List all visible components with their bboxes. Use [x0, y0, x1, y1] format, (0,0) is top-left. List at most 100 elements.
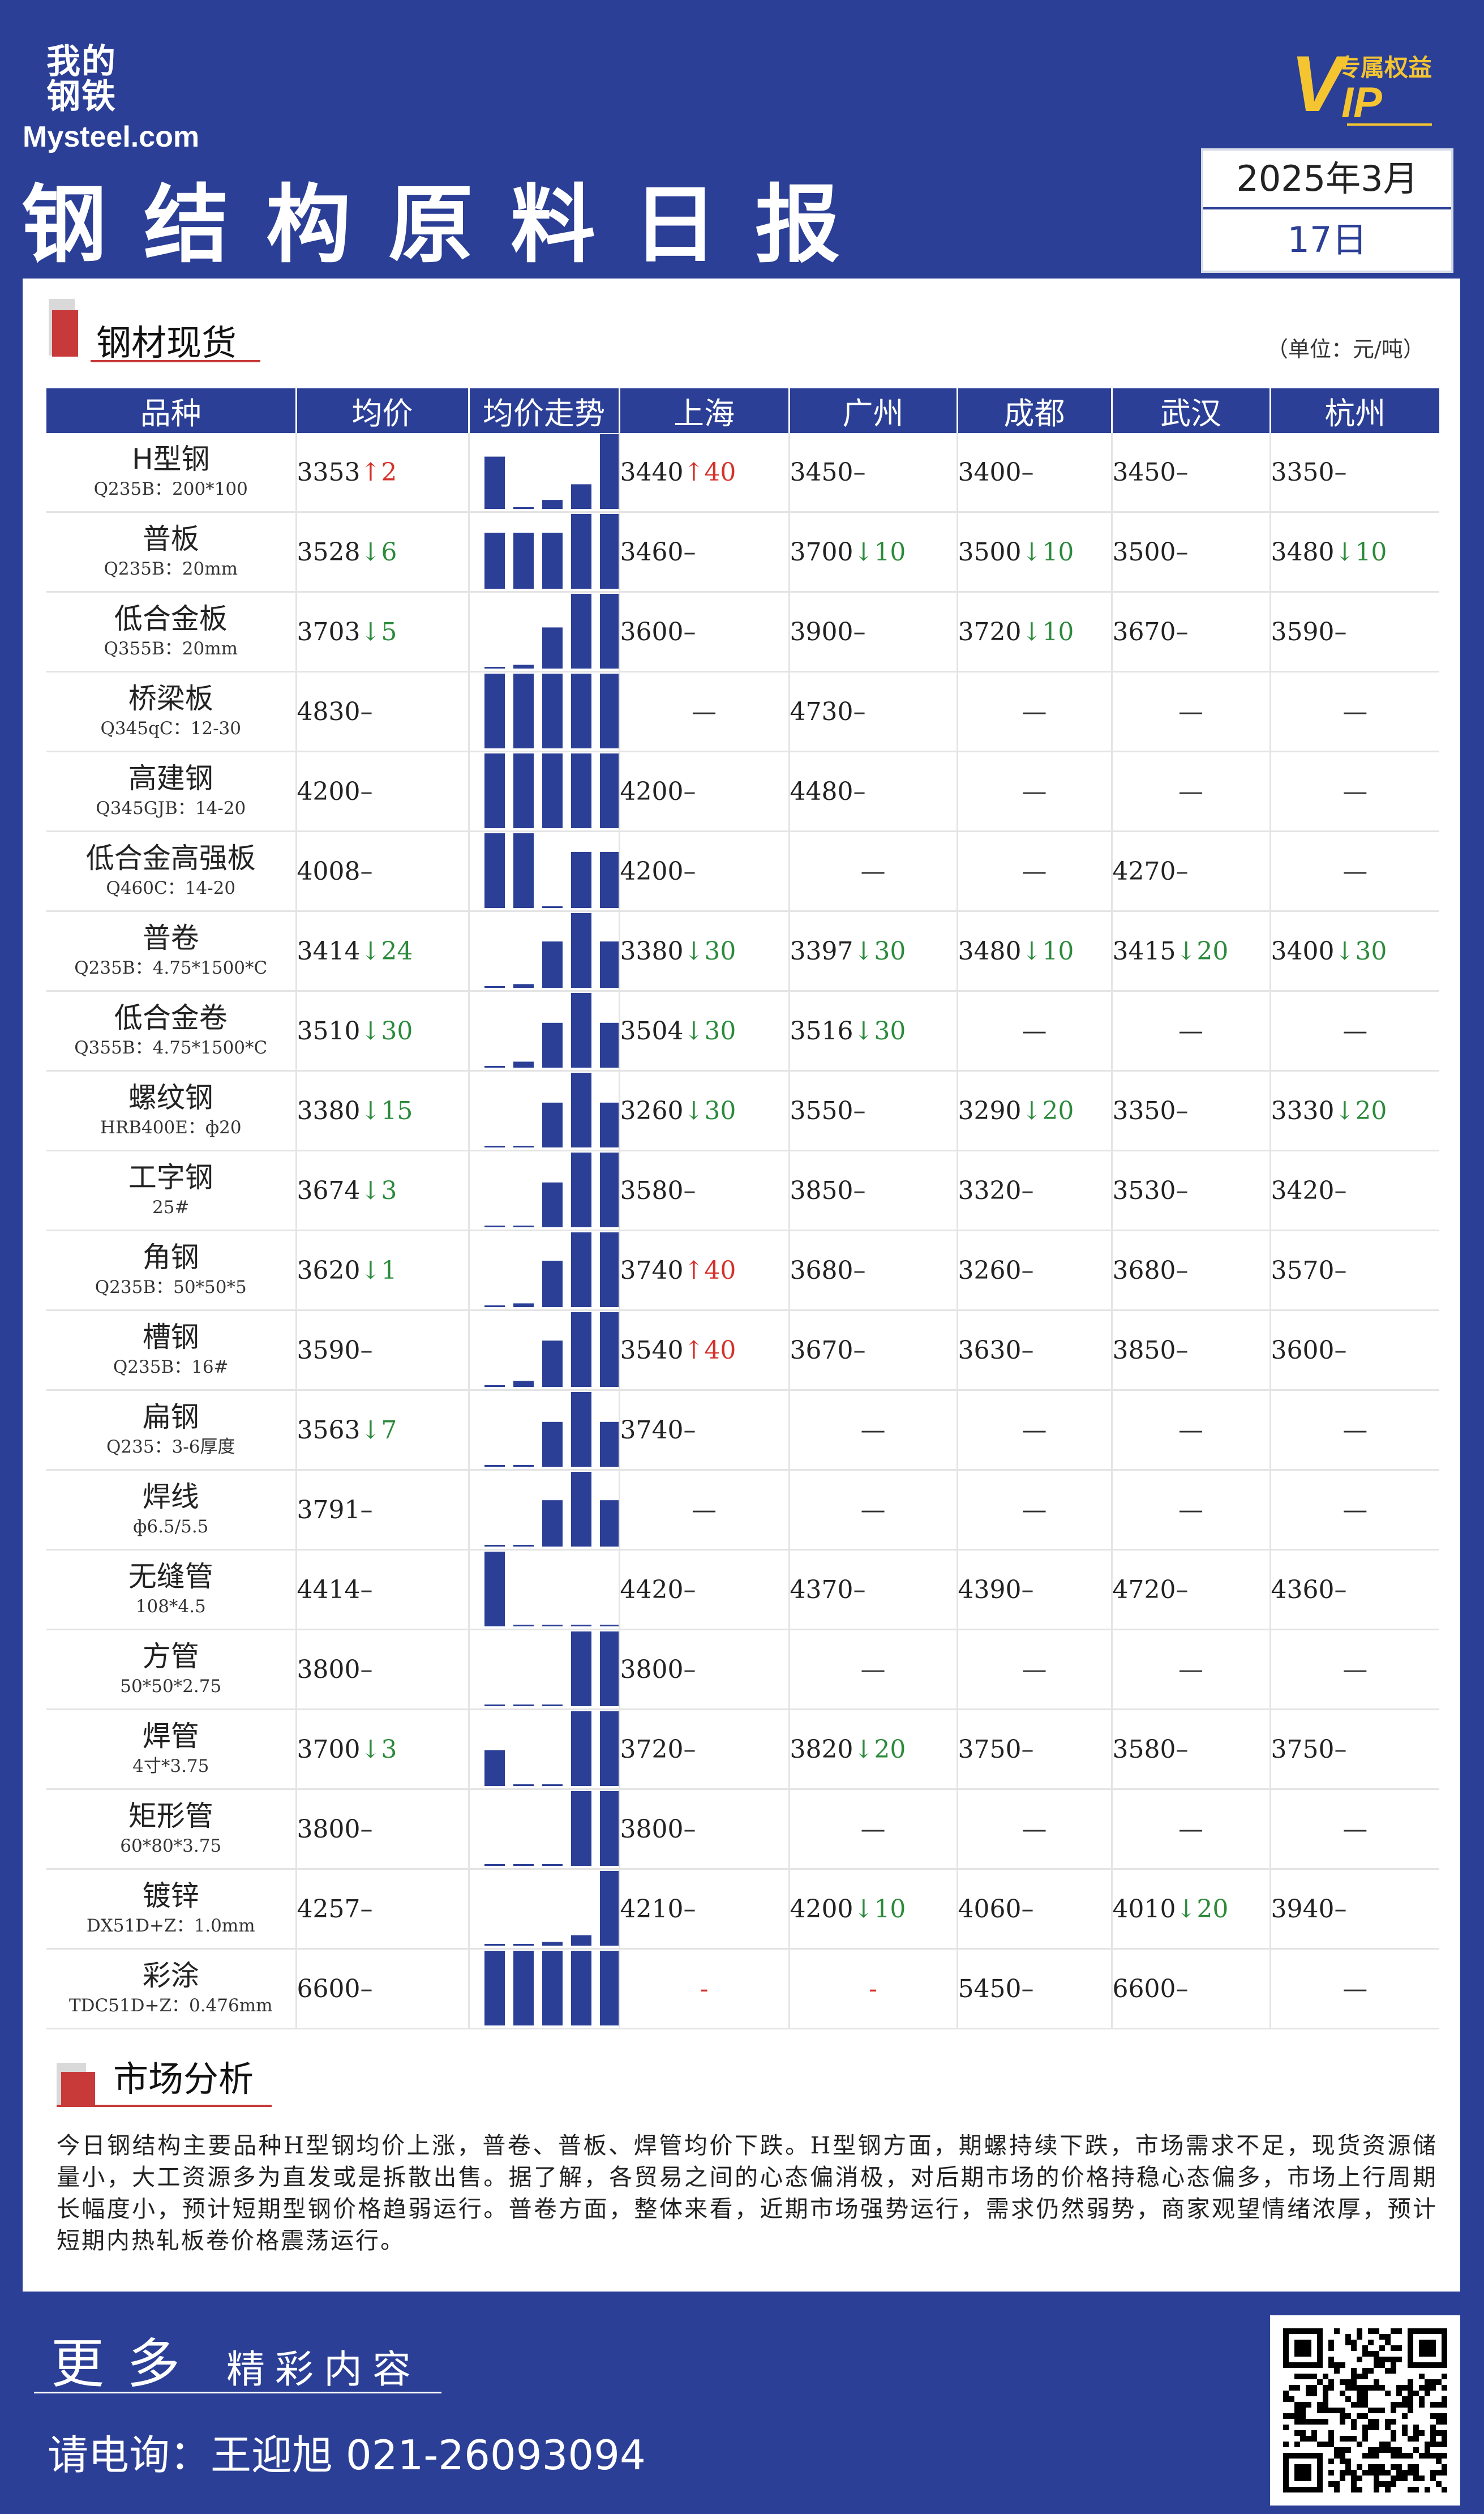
- price-value: 3400: [958, 457, 1022, 487]
- page-title: 钢结构原料日报: [22, 176, 878, 275]
- city-price-cell: 3680–: [1112, 1230, 1271, 1311]
- city-price-cell: 3850–: [1112, 1310, 1271, 1391]
- price-value: 3510: [297, 1016, 361, 1046]
- price-value: 6600: [297, 1974, 361, 2003]
- price-value: 4008: [297, 856, 361, 886]
- city-price-cell: 4200–: [619, 751, 790, 832]
- city-price-cell: —: [619, 671, 790, 752]
- product-spec: Q355B：4.75*1500*C: [74, 1038, 268, 1058]
- col-header: 品种: [46, 388, 297, 433]
- city-price-cell: 4720–: [1112, 1549, 1271, 1630]
- trend-bar: [599, 1421, 619, 1467]
- trend-bar: [484, 1305, 505, 1307]
- trend-chart: [484, 1232, 619, 1307]
- city-price-cell: —: [957, 751, 1113, 832]
- trend-bar: [484, 986, 505, 988]
- avg-price-cell: 3620↓1: [296, 1230, 470, 1311]
- price-value: 4060: [958, 1894, 1022, 1924]
- trend-bar: [599, 1951, 619, 2025]
- product-cell: 低合金高强板 Q460C：14-20: [46, 831, 297, 912]
- table-row: 焊线 ф6.5/5.5 3791– — — — — —: [46, 1470, 1439, 1551]
- avg-price-cell: 3700↓3: [296, 1709, 470, 1790]
- trend-bar: [484, 1465, 505, 1467]
- no-change-dash: –: [1176, 1974, 1189, 2003]
- arrow-down-icon: ↓: [853, 537, 874, 567]
- city-price-cell: 3700↓10: [789, 512, 958, 593]
- price-value: 3260: [958, 1256, 1022, 1285]
- city-price-cell: —: [1270, 831, 1439, 912]
- product-name: 焊管: [142, 1720, 199, 1753]
- no-change-dash: –: [1176, 1734, 1189, 1764]
- trend-chart: [484, 1871, 619, 1946]
- city-price-cell: 3750–: [1270, 1709, 1439, 1790]
- city-price-cell: 3850–: [789, 1150, 958, 1231]
- trend-bar: [599, 1500, 619, 1547]
- table-row: 普卷 Q235B：4.75*1500*C 3414↓24 3380↓30 3397↓30…: [46, 911, 1439, 992]
- price-value: 3414: [297, 936, 361, 966]
- trend-bar: [484, 1385, 505, 1387]
- trend-cell: [469, 1629, 620, 1710]
- city-price-cell: —: [957, 831, 1113, 912]
- city-price-cell: —: [1270, 1629, 1439, 1710]
- no-change-dash: –: [683, 537, 696, 567]
- table-row: 方管 50*50*2.75 3800– 3800– — — — —: [46, 1629, 1439, 1710]
- qr-code-icon[interactable]: [1270, 2315, 1460, 2506]
- city-price-cell: 3415↓20: [1112, 911, 1271, 992]
- city-price-cell: —: [789, 1470, 958, 1551]
- no-change-dash: –: [1334, 1335, 1347, 1365]
- no-change-dash: –: [683, 1814, 696, 1844]
- price-value: 3330: [1271, 1096, 1335, 1125]
- city-price-cell: 3750–: [957, 1709, 1113, 1790]
- trend-bar: [513, 1303, 534, 1307]
- city-price-cell: —: [1112, 1629, 1271, 1710]
- empty-dash: —: [1343, 1655, 1368, 1684]
- trend-bar: [599, 941, 619, 988]
- product-spec: 60*80*3.75: [120, 1836, 222, 1856]
- trend-cell: [469, 433, 620, 513]
- trend-chart: [484, 1711, 619, 1786]
- trend-cell: [469, 1310, 620, 1391]
- trend-bar: [513, 1146, 534, 1147]
- arrow-down-icon: ↓: [360, 1734, 381, 1764]
- empty-dash: —: [1343, 1016, 1368, 1046]
- city-price-cell: —: [619, 1470, 790, 1551]
- city-price-cell: 4010↓20: [1112, 1869, 1271, 1950]
- no-change-dash: –: [360, 1575, 373, 1604]
- trend-bar: [571, 1625, 591, 1626]
- price-value: 3670: [1112, 617, 1176, 646]
- trend-bar: [542, 533, 563, 589]
- col-header: 成都: [957, 388, 1113, 433]
- product-name: 低合金卷: [114, 1001, 228, 1034]
- avg-price-cell: 3791–: [296, 1470, 470, 1551]
- price-value: 3720: [620, 1734, 684, 1764]
- price-change: 30: [704, 1096, 736, 1125]
- product-cell: 普板 Q235B：20mm: [46, 512, 297, 593]
- trend-bar: [484, 833, 505, 908]
- vip-text: 专属权益: [1337, 54, 1432, 82]
- trend-bar: [571, 1312, 591, 1387]
- price-value: 4200: [620, 777, 684, 806]
- city-price-cell: 3260–: [957, 1230, 1113, 1311]
- contact-phone: 请电询：王迎旭 021-26093094: [48, 2431, 646, 2479]
- product-spec: 108*4.5: [135, 1596, 206, 1617]
- avg-price-cell: 4008–: [296, 831, 470, 912]
- city-price-cell: 5450–: [957, 1948, 1113, 2029]
- price-change: 40: [704, 1256, 736, 1285]
- no-change-dash: –: [683, 1734, 696, 1764]
- arrow-down-icon: ↓: [1021, 1096, 1043, 1125]
- section-underline: [91, 360, 260, 362]
- trend-bar: [542, 1340, 563, 1387]
- price-value: 6600: [1112, 1974, 1176, 2003]
- price-change: 10: [1042, 936, 1074, 966]
- city-price-cell: -: [789, 1948, 958, 2029]
- trend-bar: [599, 1102, 619, 1147]
- trend-bar: [571, 1392, 591, 1467]
- price-change: 20: [874, 1734, 906, 1764]
- price-value: 3791: [297, 1495, 361, 1524]
- product-cell: 槽钢 Q235B：16#: [46, 1310, 297, 1391]
- trend-chart: [484, 1631, 619, 1706]
- no-change-dash: –: [683, 1415, 696, 1445]
- price-value: 3750: [1271, 1734, 1335, 1764]
- no-change-dash: –: [1176, 537, 1189, 567]
- city-price-cell: 4390–: [957, 1549, 1113, 1630]
